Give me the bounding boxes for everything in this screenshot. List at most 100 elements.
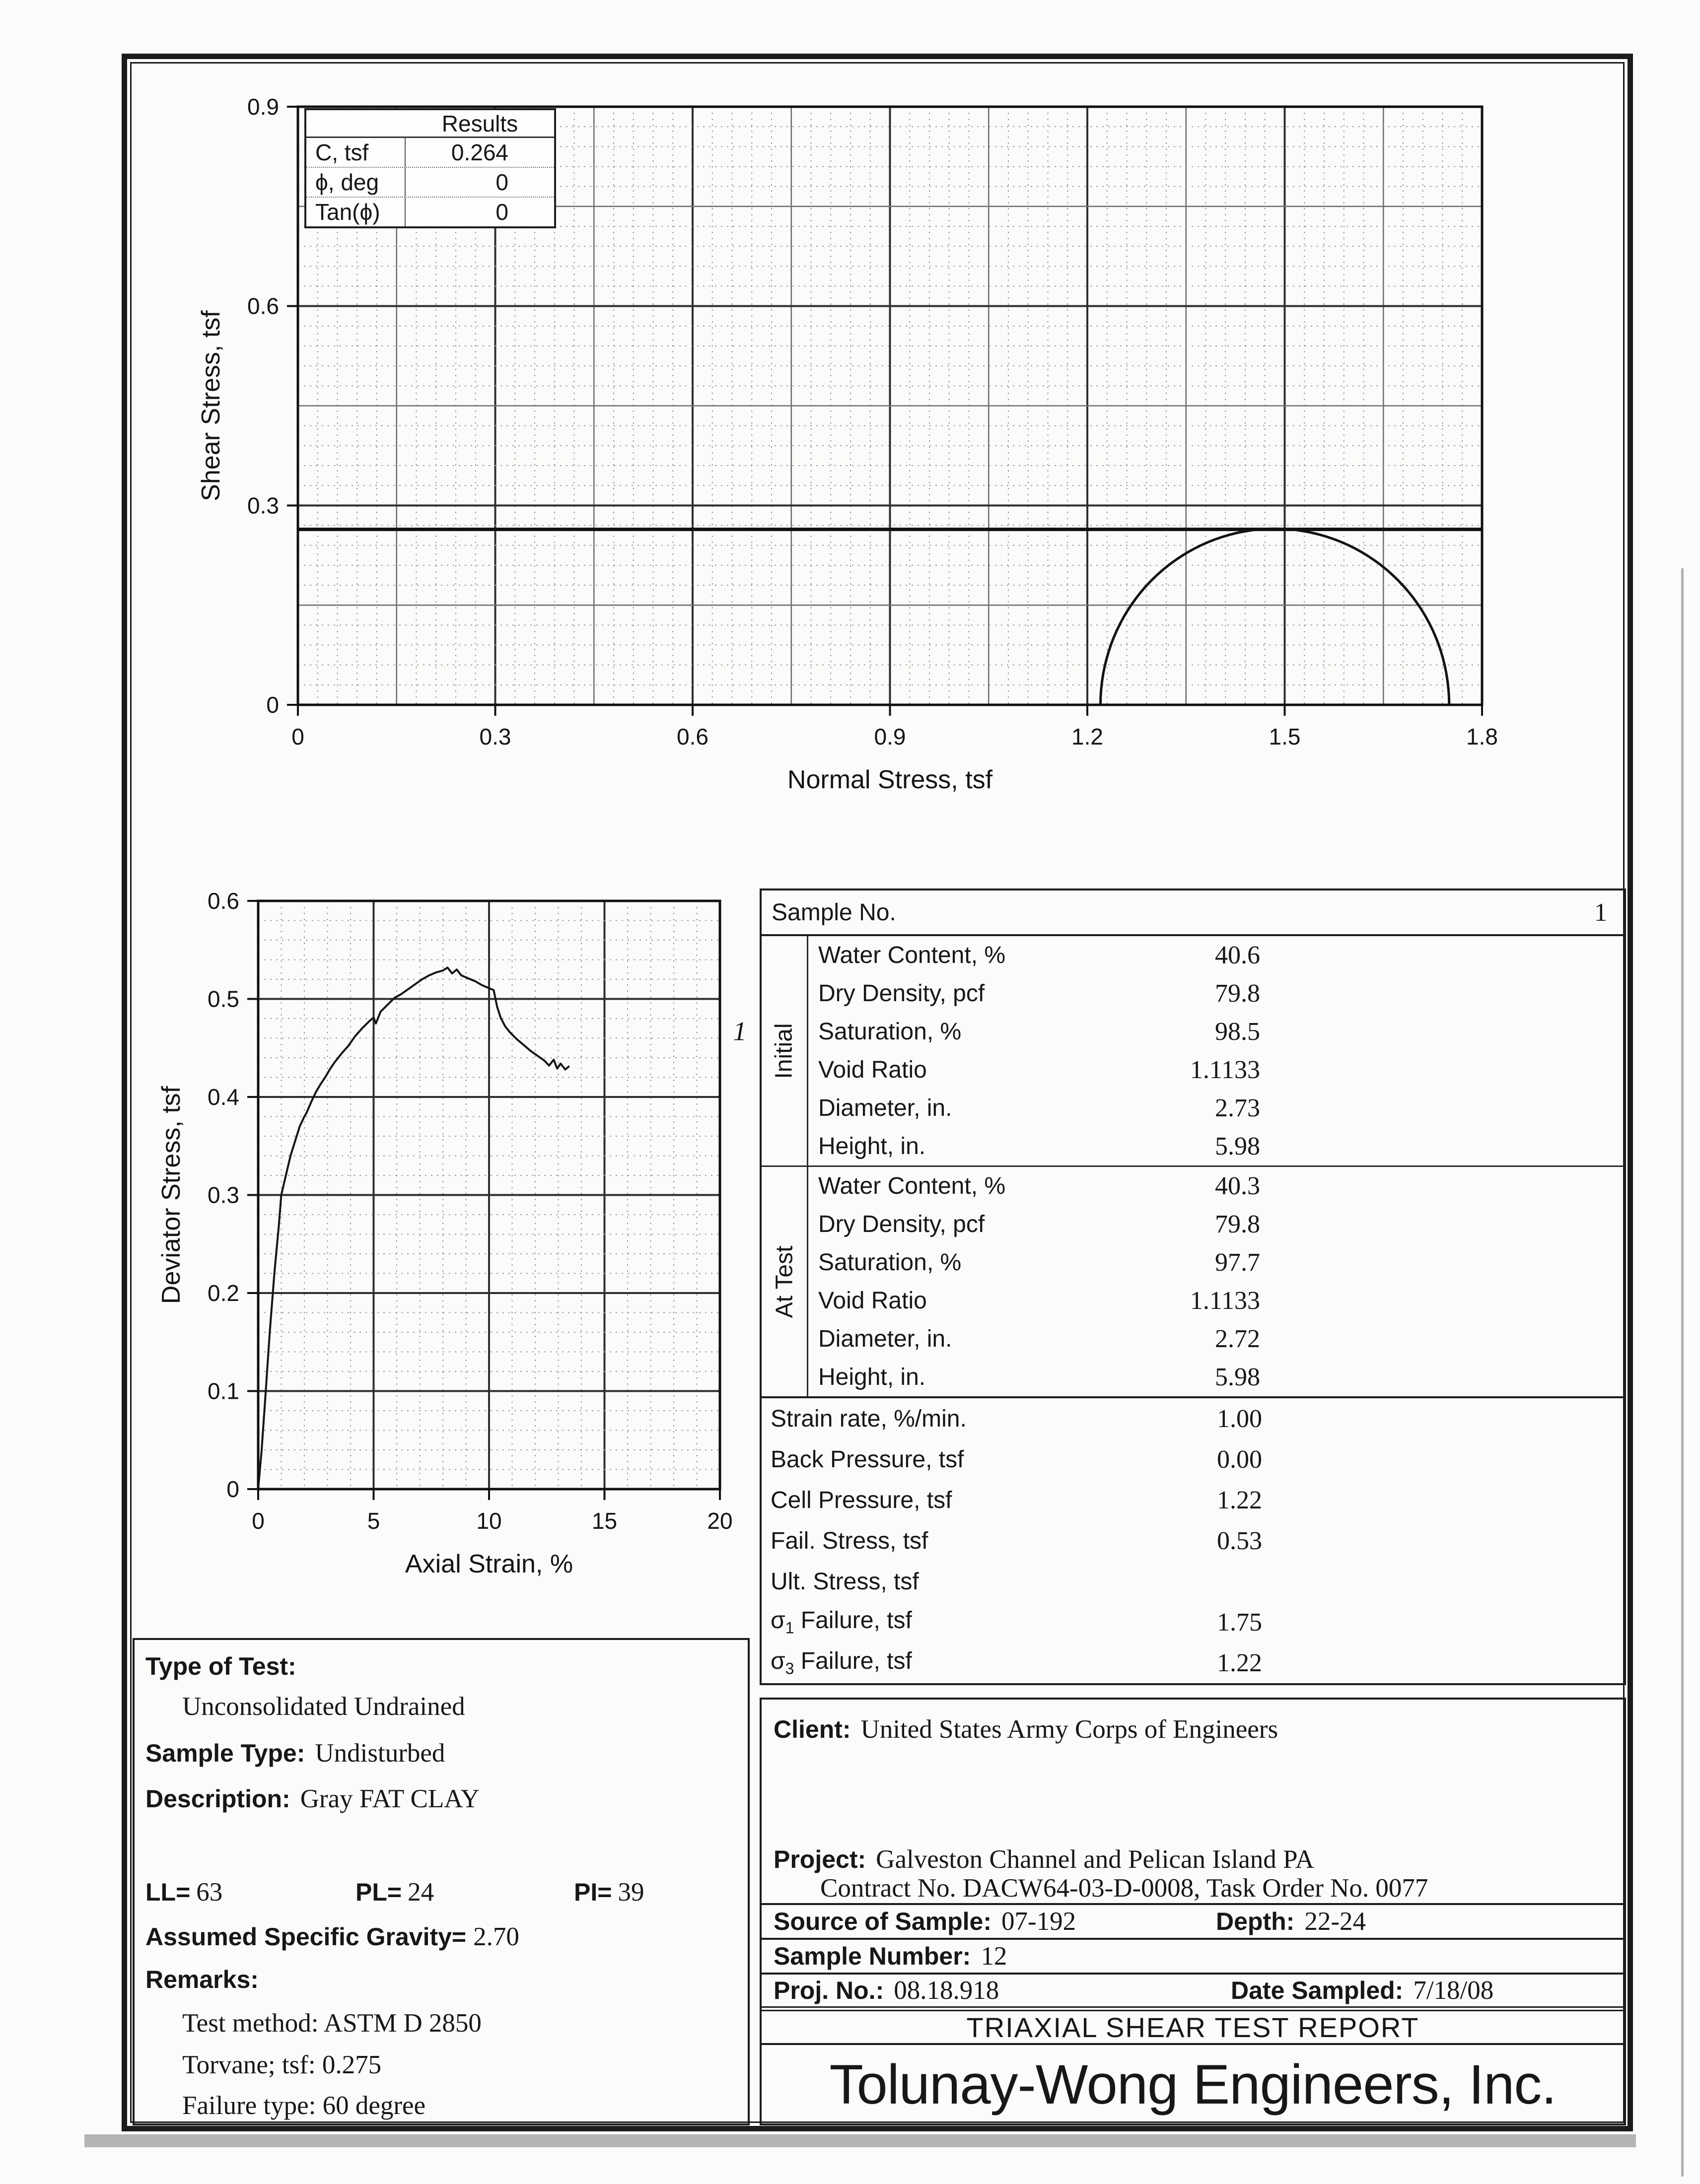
sample-row-label: Diameter, in. <box>818 1326 952 1352</box>
sample-row-label: Dry Density, pcf <box>818 980 985 1007</box>
series-label: 1 <box>733 1016 747 1046</box>
results-value-c: 0.264 <box>451 139 508 165</box>
sample-row-value: 2.73 <box>1215 1094 1260 1122</box>
report-title-row: TRIAXIAL SHEAR TEST REPORT <box>762 2011 1624 2045</box>
param-row: Strain rate, %/min. 1.00 <box>762 1398 1624 1439</box>
param-row: Ult. Stress, tsf <box>762 1561 1624 1602</box>
sample-row-label: Void Ratio <box>818 1288 927 1314</box>
page-border-inner <box>130 62 1625 2123</box>
results-label-tanphi: Tan(ϕ) <box>306 198 406 226</box>
x-axis-title: Normal Stress, tsf <box>787 765 993 794</box>
at-test-rows: Water Content, % 40.3 Dry Density, pcf 79.8… <box>808 1167 1624 1396</box>
sample-row-value: 1.1133 <box>1190 1287 1260 1315</box>
client-label: Client: <box>774 1715 851 1743</box>
description-label: Description: <box>145 1785 290 1813</box>
param-label: σ3 Failure, tsf <box>771 1648 912 1678</box>
client-value: United States Army Corps of Engineers <box>860 1715 1278 1744</box>
scan-shadow <box>84 2134 1636 2147</box>
at-test-block: At Test Water Content, % 40.3 Dry Density,… <box>762 1167 1624 1398</box>
y-axis-title: Shear Stress, tsf <box>197 310 225 501</box>
x-tick-label: 1.2 <box>1071 724 1103 750</box>
at-test-group-col: At Test <box>762 1167 808 1396</box>
sample-row-label: Void Ratio <box>818 1057 927 1083</box>
project-line: Project: Galveston Channel and Pelican Is… <box>774 1845 1314 1874</box>
mohr-circle <box>1099 527 1451 705</box>
y-tick-label: 0 <box>266 692 279 718</box>
sample-row: Saturation, % 98.5 <box>808 1013 1624 1051</box>
results-row-c: C, tsf 0.264 <box>306 138 554 167</box>
sample-row-value: 1.1133 <box>1190 1056 1260 1084</box>
sample-row-value: 2.72 <box>1215 1325 1260 1353</box>
sample-row: Saturation, % 97.7 <box>808 1243 1624 1282</box>
scan-artifact-line <box>1681 568 1684 2177</box>
sample-row: Height, in. 5.98 <box>808 1127 1624 1165</box>
results-row-phi: ϕ, deg 0 <box>306 167 554 197</box>
date-sampled-group: Date Sampled: 7/18/08 <box>1231 1976 1494 2005</box>
page-border <box>122 54 1633 2131</box>
gravity-line: Assumed Specific Gravity= 2.70 <box>145 1922 519 1951</box>
sample-row-value: 79.8 <box>1215 979 1260 1008</box>
source-line: Source of Sample: 07-192 Depth: 22-24 <box>762 1905 1624 1940</box>
project-info-box: Client: United States Army Corps of Engin… <box>760 1698 1626 2125</box>
param-label: Strain rate, %/min. <box>771 1405 967 1432</box>
sample-row-value: 40.3 <box>1215 1172 1260 1200</box>
param-label: σ1 Failure, tsf <box>771 1607 912 1637</box>
y-tick-label: 0.1 <box>208 1378 239 1404</box>
x-tick-label: 15 <box>592 1508 617 1534</box>
contract-line: Contract No. DACW64-03-D-0008, Task Orde… <box>820 1874 1428 1903</box>
client-line: Client: United States Army Corps of Engin… <box>762 1700 1624 1844</box>
sample-row-value: 5.98 <box>1215 1132 1260 1160</box>
sample-row: Void Ratio 1.1133 <box>808 1051 1624 1089</box>
ll-group: LL= 63 <box>145 1878 223 1907</box>
stress-strain-chart: 0 5 10 15 20 0 0.1 0.2 0.3 0.4 0.5 0.6 Axial Strain,… <box>159 888 747 1578</box>
sample-type-value: Undisturbed <box>315 1739 445 1768</box>
sigma-symbol: σ <box>771 1607 785 1634</box>
results-value-phi: 0 <box>496 169 508 195</box>
y-tick-label: 0.4 <box>208 1084 239 1110</box>
pi-group: PI= 39 <box>574 1878 644 1907</box>
sample-no-label: Sample No. <box>772 899 896 926</box>
sample-row: Diameter, in. 2.73 <box>808 1089 1624 1127</box>
x-tick-label: 0 <box>252 1508 265 1534</box>
x-tick-label: 20 <box>707 1508 732 1534</box>
initial-group-col: Initial <box>762 936 808 1165</box>
stress-strain-curve <box>257 966 570 1490</box>
type-of-test-value: Unconsolidated Undrained <box>182 1692 465 1721</box>
results-row-tanphi: Tan(ϕ) 0 <box>306 197 554 226</box>
x-tick-label: 0.9 <box>874 724 906 750</box>
sample-row-label: Dry Density, pcf <box>818 1211 985 1237</box>
sample-row-label: Saturation, % <box>818 1249 962 1276</box>
sample-row: Water Content, % 40.6 <box>808 936 1624 974</box>
sample-row-label: Saturation, % <box>818 1019 962 1045</box>
project-block: Project: Galveston Channel and Pelican Is… <box>762 1844 1624 1905</box>
results-title: Results <box>306 110 554 138</box>
y-tick-label: 0.9 <box>247 94 279 120</box>
param-row: σ1 Failure, tsf 1.75 <box>762 1602 1624 1642</box>
sample-type-line: Sample Type: Undisturbed <box>145 1738 445 1768</box>
param-row: Back Pressure, tsf 0.00 <box>762 1439 1624 1480</box>
proj-no-line: Proj. No.: 08.18.918 Date Sampled: 7/18/08 <box>762 1975 1624 2011</box>
sample-row-value: 79.8 <box>1215 1210 1260 1238</box>
param-value: 0.00 <box>1217 1445 1262 1474</box>
y-tick-label: 0.6 <box>247 293 279 319</box>
description-value: Gray FAT CLAY <box>300 1784 480 1813</box>
initial-rows: Water Content, % 40.6 Dry Density, pcf 79.8… <box>808 936 1624 1165</box>
sample-row: Diameter, in. 2.72 <box>808 1320 1624 1358</box>
sample-row-label: Water Content, % <box>818 942 1006 968</box>
param-value: 0.53 <box>1217 1526 1262 1555</box>
report-title: TRIAXIAL SHEAR TEST REPORT <box>966 2011 1419 2043</box>
param-value: 1.75 <box>1217 1608 1262 1637</box>
y-tick-label: 0.3 <box>247 492 279 518</box>
remark-item: Torvane; tsf: 0.275 <box>182 2050 382 2079</box>
x-axis-title: Axial Strain, % <box>405 1550 573 1578</box>
sample-row-label: Height, in. <box>818 1364 926 1390</box>
y-axis-title: Deviator Stress, tsf <box>159 1086 186 1304</box>
depth-group: Depth: 22-24 <box>1216 1907 1366 1936</box>
description-line: Description: Gray FAT CLAY <box>145 1784 480 1814</box>
sample-row-label: Diameter, in. <box>818 1095 952 1121</box>
type-of-test-line: Type of Test: <box>145 1652 296 1681</box>
sample-row-value: 40.6 <box>1215 941 1260 969</box>
results-value-tanphi: 0 <box>496 199 508 225</box>
param-row: σ3 Failure, tsf 1.22 <box>762 1642 1624 1683</box>
param-row: Fail. Stress, tsf 0.53 <box>762 1520 1624 1561</box>
